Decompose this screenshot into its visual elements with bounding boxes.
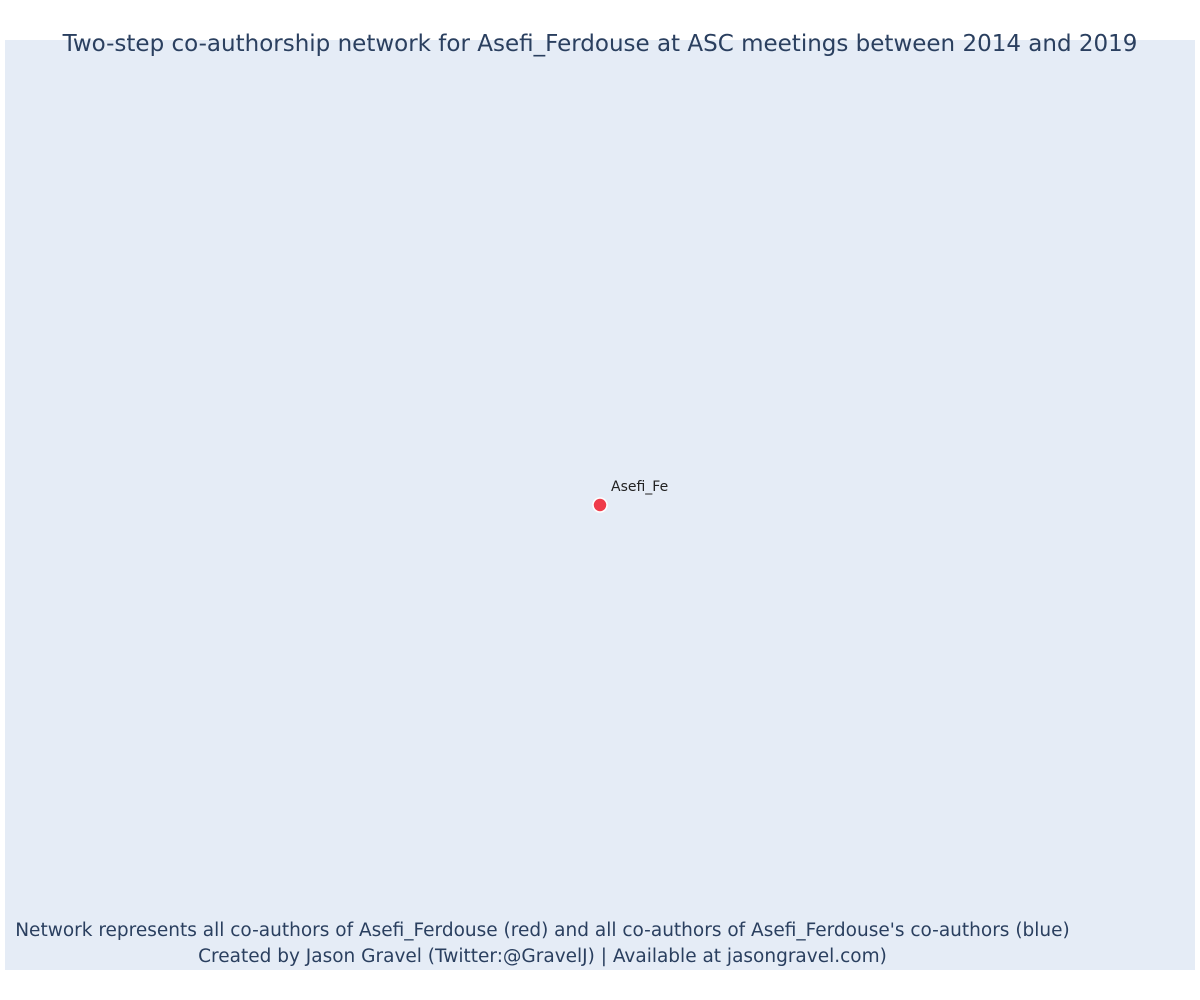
node-label: Asefi_Fe xyxy=(611,479,668,495)
node-focal[interactable] xyxy=(592,497,608,513)
chart-title: Two-step co-authorship network for Asefi… xyxy=(62,31,1138,57)
caption: Network represents all co-authors of Ase… xyxy=(0,918,1085,970)
caption-line-legend: Network represents all co-authors of Ase… xyxy=(15,920,1070,941)
caption-line-credit: Created by Jason Gravel (Twitter:@Gravel… xyxy=(198,946,887,967)
nodes-layer xyxy=(592,497,608,513)
labels-layer: Asefi_Fe xyxy=(611,479,668,495)
